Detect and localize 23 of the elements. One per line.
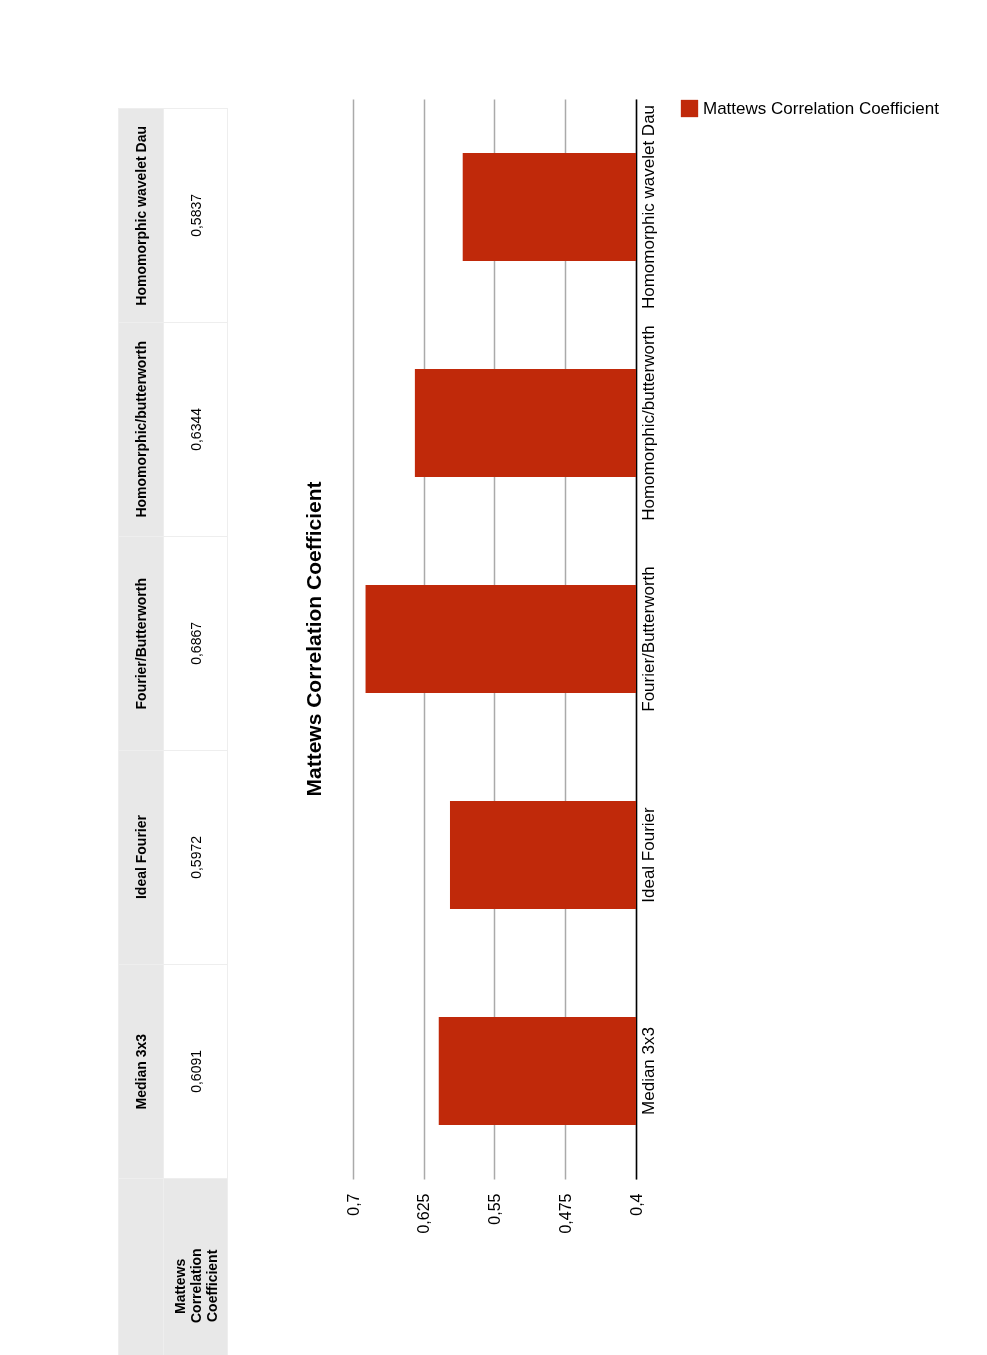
y-tick-label: Ideal Fourier <box>638 806 658 903</box>
y-tick-label: Median 3x3 <box>638 1027 658 1115</box>
x-tick-label: 0,7 <box>344 1193 362 1216</box>
category-label: Homomorphic wavelet Dau <box>133 125 149 306</box>
x-tick-label: 0,475 <box>556 1193 574 1234</box>
data-label: 0,5972 <box>187 836 204 879</box>
category-label: Homomorphic/butterworth <box>133 341 149 518</box>
legend-label: Mattews Correlation Coefficient <box>703 98 940 118</box>
text: Mattews Correlation Coefficient <box>302 481 325 797</box>
y-tick-label: Fourier/Butterworth <box>638 566 658 712</box>
category-label: Fourier/Butterworth <box>133 577 149 710</box>
category-label: Ideal Fourier <box>133 815 149 900</box>
y-tick-label: Homomorphic/butterworth <box>638 325 658 521</box>
x-tick-label: 0,55 <box>486 1193 503 1225</box>
data-label: 0,5837 <box>187 194 204 237</box>
x-tick-label: 0,625 <box>415 1193 433 1234</box>
table-row-header: Mattews Correlation Coefficient <box>163 1178 228 1355</box>
category-label: Median 3x3 <box>133 1033 149 1110</box>
data-label: 0,6867 <box>187 622 204 665</box>
data-label: 0,6091 <box>187 1050 204 1093</box>
data-label: 0,6344 <box>187 408 204 451</box>
y-tick-label: Homomorphic wavelet Dau <box>638 104 658 310</box>
x-tick-label: 0,4 <box>627 1193 645 1216</box>
